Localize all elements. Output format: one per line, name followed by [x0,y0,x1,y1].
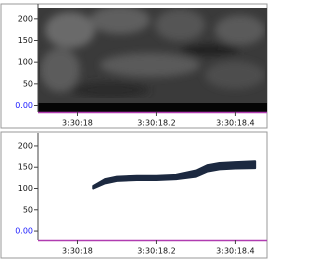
x-tick-label: 3:30:18.2 [137,247,175,256]
y-tick-label: 100 [18,184,33,193]
x-tick-label: 3:30:18 [62,247,93,256]
y-tick-label: 200 [18,141,33,150]
y-tick-label: 50 [23,79,33,88]
y-tick-label: 50 [23,205,33,214]
y-tick-label: 100 [18,58,33,67]
y-tick-label: 150 [18,36,33,45]
y-tick-label: 0.00 [15,101,33,110]
x-tick-label: 3:30:18.2 [137,119,175,128]
y-tick-label: 200 [18,14,33,23]
y-tick-label: 150 [18,163,33,172]
panel-frame [1,132,267,258]
app-view: 0.00 50 100 150 200 3:30:18 3:30:18.2 3:30:18.4… [0,0,268,262]
x-tick-label: 3:30:18.4 [216,119,254,128]
y-tick-label: 0.00 [15,227,33,236]
x-tick-label: 3:30:18.4 [216,247,254,256]
spectrogram-image [38,6,267,112]
x-tick-label: 3:30:18 [62,119,93,128]
